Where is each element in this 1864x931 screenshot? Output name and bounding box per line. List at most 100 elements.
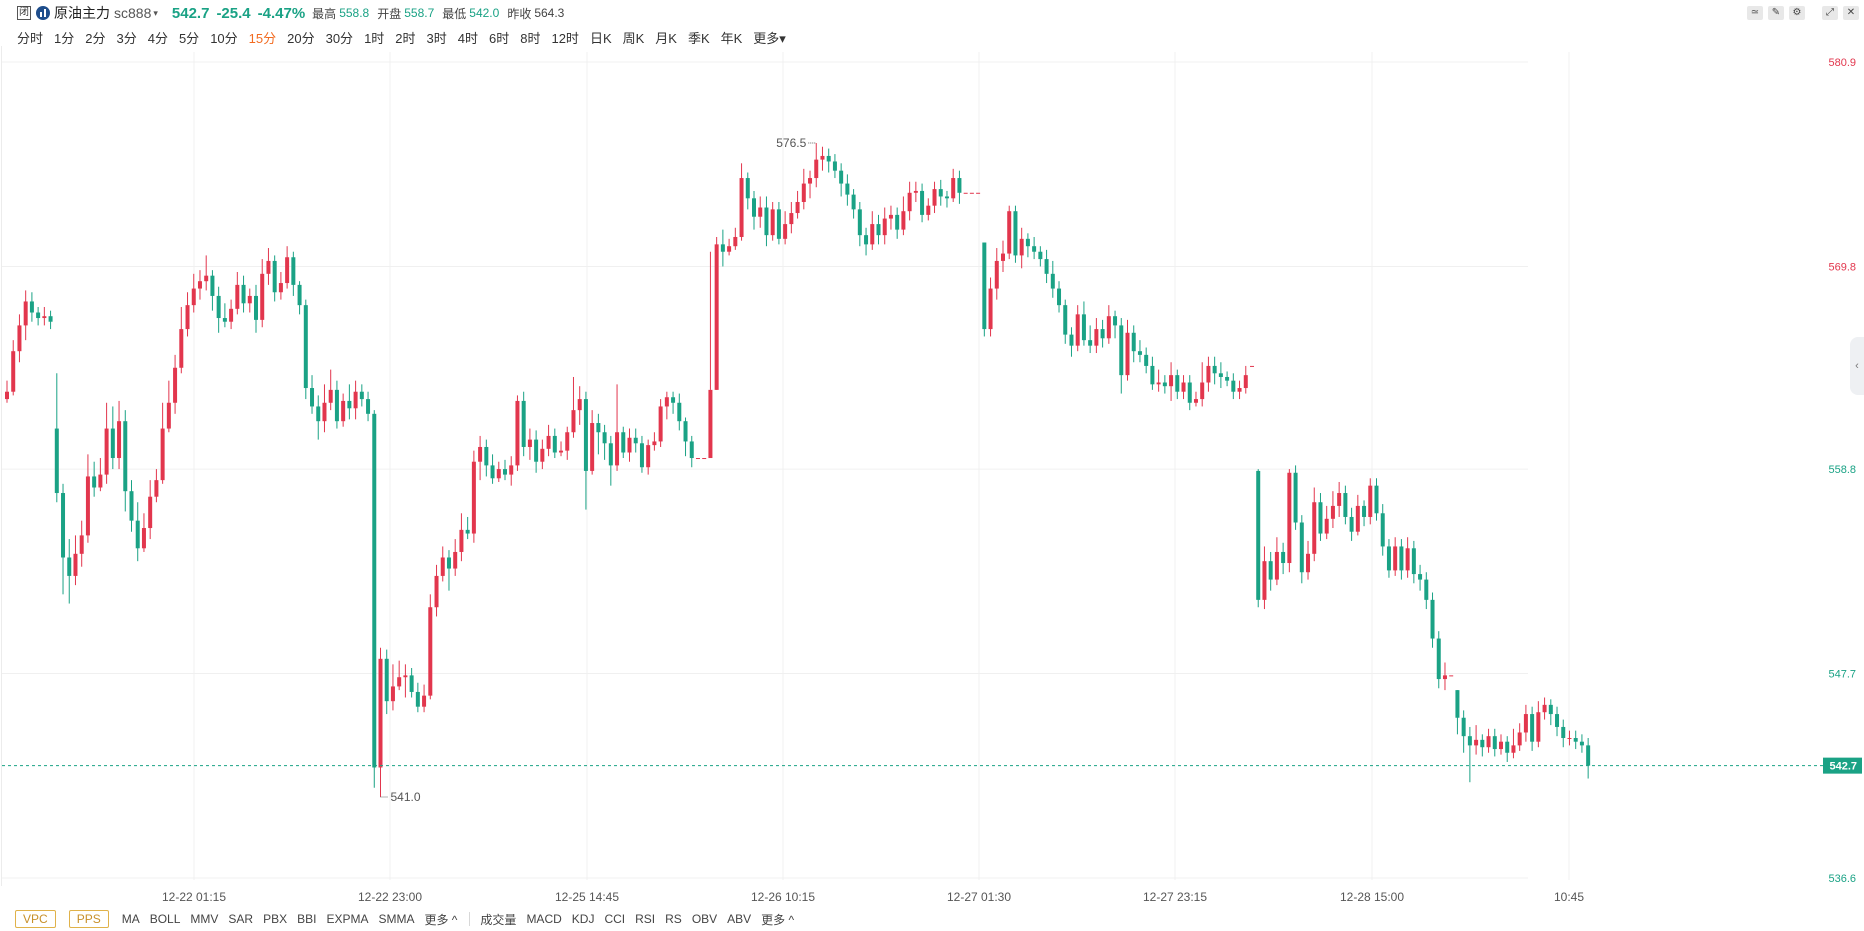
period-18[interactable]: 周K — [622, 31, 645, 46]
period-10[interactable]: 1时 — [364, 31, 385, 46]
low-label: 最低 — [442, 6, 467, 21]
side-panel-toggle-icon[interactable]: ‹ — [1850, 337, 1864, 395]
candle — [926, 198, 931, 221]
candle — [1418, 564, 1423, 591]
main-indicator-0[interactable]: MA — [121, 912, 140, 926]
candle — [1449, 675, 1454, 677]
candle-body — [708, 389, 713, 459]
pencil-icon[interactable]: ✎ — [1768, 6, 1784, 20]
indicator-box-vpc[interactable]: VPC — [15, 910, 56, 928]
sub-indicator-1[interactable]: MACD — [526, 912, 562, 926]
candle — [235, 271, 240, 315]
period-21[interactable]: 年K — [720, 31, 743, 46]
candle-body — [527, 439, 532, 447]
main-indicator-5[interactable]: BBI — [297, 912, 317, 926]
candle-body — [982, 242, 987, 330]
candle — [982, 242, 987, 337]
sub-indicator-8[interactable]: 更多 ^ — [761, 912, 795, 927]
period-9[interactable]: 30分 — [325, 31, 354, 46]
settings-icon[interactable]: ⚙ — [1789, 6, 1805, 20]
main-indicator-7[interactable]: SMMA — [378, 912, 415, 926]
period-7[interactable]: 15分 — [248, 31, 277, 46]
period-19[interactable]: 月K — [655, 31, 677, 46]
period-5[interactable]: 5分 — [178, 31, 200, 46]
candle — [1536, 701, 1541, 748]
candle-body — [129, 491, 134, 521]
instrument-dropdown-icon[interactable]: ▾ — [153, 7, 158, 18]
candle — [1573, 730, 1578, 750]
period-22[interactable]: 更多▾ — [753, 31, 786, 46]
candle-body — [453, 551, 458, 569]
candle-body — [1368, 485, 1373, 517]
sub-indicator-2[interactable]: KDJ — [571, 912, 595, 926]
candle-body — [278, 283, 283, 293]
sub-indicator-5[interactable]: RS — [665, 912, 682, 926]
candle-body — [559, 450, 564, 453]
candle-body — [1287, 472, 1292, 564]
candle — [42, 306, 47, 326]
candle — [1579, 734, 1584, 753]
candle — [260, 259, 265, 328]
period-1[interactable]: 1分 — [54, 31, 75, 46]
candle-body — [671, 397, 676, 403]
expand-icon[interactable]: ⤢ — [1822, 6, 1838, 20]
sub-indicator-4[interactable]: RSI — [635, 912, 656, 926]
candle-body — [1281, 551, 1286, 564]
sub-indicator-6[interactable]: OBV — [691, 912, 718, 926]
instrument-name[interactable]: 原油主力 — [54, 5, 110, 21]
candle — [1306, 540, 1311, 580]
period-13[interactable]: 4时 — [457, 31, 478, 46]
period-17[interactable]: 日K — [589, 31, 612, 46]
indicator-box-pps[interactable]: PPS — [68, 910, 109, 928]
candle-body — [1162, 382, 1167, 387]
main-indicator-3[interactable]: SAR — [228, 912, 254, 926]
candle-body — [864, 235, 869, 245]
sub-indicator-0[interactable]: 成交量 — [480, 912, 517, 927]
close-icon[interactable]: ✕ — [1843, 6, 1859, 20]
main-indicator-2[interactable]: MMV — [190, 912, 219, 926]
candle-body — [1231, 380, 1236, 392]
candle — [1362, 500, 1367, 527]
main-indicator-6[interactable]: EXPMA — [326, 912, 369, 926]
main-indicator-8[interactable]: 更多 ^ — [424, 912, 458, 927]
candle — [98, 458, 103, 492]
period-6[interactable]: 10分 — [210, 31, 238, 46]
y-tick-label: 547.7 — [1828, 669, 1856, 681]
period-20[interactable]: 季K — [687, 31, 710, 46]
candle — [689, 435, 694, 468]
candle — [1343, 485, 1348, 525]
close-market-tag: 闭 — [17, 6, 31, 20]
period-0[interactable]: 分时 — [17, 31, 44, 46]
sub-indicator-3[interactable]: CCI — [604, 912, 626, 926]
chart-frame — [1, 46, 1529, 886]
period-15[interactable]: 8时 — [520, 31, 541, 46]
candle — [241, 275, 246, 313]
main-indicator-4[interactable]: PBX — [263, 912, 288, 926]
candle — [316, 395, 321, 440]
line-tool-icon[interactable]: ≃ — [1747, 6, 1763, 20]
candle — [285, 246, 290, 289]
candle — [1474, 725, 1479, 755]
instrument-code[interactable]: sc888 — [114, 5, 152, 21]
period-4[interactable]: 4分 — [147, 31, 168, 46]
candle-body — [1386, 546, 1391, 571]
main-indicator-1[interactable]: BOLL — [149, 912, 181, 926]
period-3[interactable]: 3分 — [116, 31, 137, 46]
candle — [988, 277, 993, 337]
period-11[interactable]: 2时 — [395, 31, 416, 46]
sub-indicator-7[interactable]: ABV — [727, 912, 752, 926]
period-2[interactable]: 2分 — [85, 31, 106, 46]
candle-body — [328, 389, 333, 403]
candle — [1212, 356, 1217, 385]
candle — [664, 391, 669, 420]
candle-body — [739, 178, 744, 237]
period-14[interactable]: 6时 — [489, 31, 510, 46]
period-8[interactable]: 20分 — [287, 31, 315, 46]
candle — [758, 196, 763, 228]
candle — [1137, 340, 1142, 363]
candle-body — [745, 178, 750, 199]
period-16[interactable]: 12时 — [551, 31, 579, 46]
period-12[interactable]: 3时 — [426, 31, 447, 46]
candle — [1250, 365, 1254, 367]
